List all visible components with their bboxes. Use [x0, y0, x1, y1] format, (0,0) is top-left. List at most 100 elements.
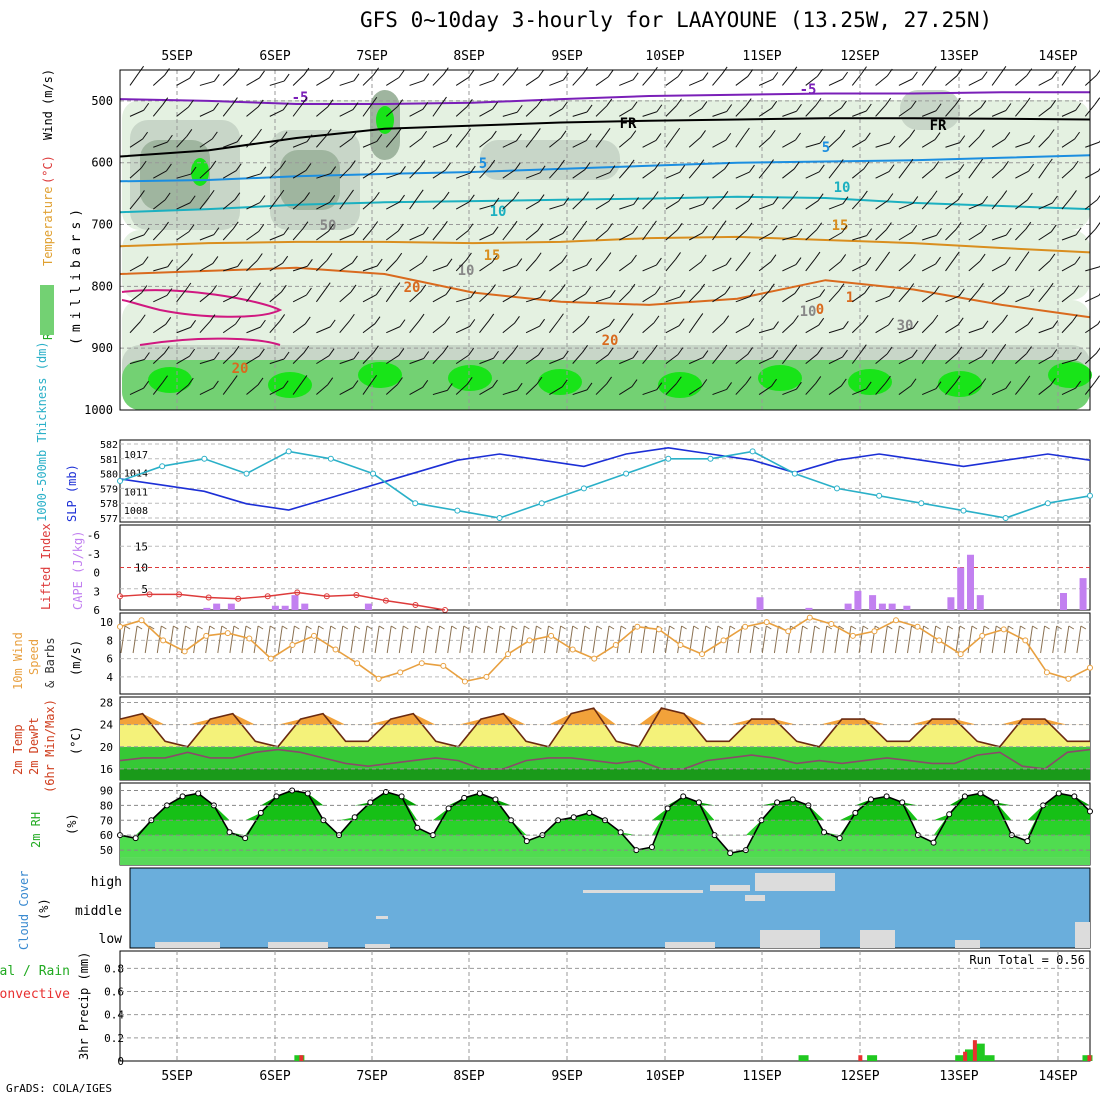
rh-bright-cell	[268, 372, 312, 398]
wind-barb	[409, 386, 423, 395]
wind10-speed-line-marker	[569, 646, 576, 653]
wind-barb-flag	[493, 73, 500, 81]
wind-barb-flag	[842, 71, 849, 80]
isotherm-line	[119, 154, 1091, 183]
wind10-barb-flag	[572, 625, 578, 630]
wind10-speed-line-marker	[203, 632, 210, 639]
contour-label: 0	[816, 302, 824, 318]
wind-barb-flag	[677, 347, 684, 355]
wind10-barb-flag	[705, 625, 712, 630]
wind-barb-flag	[371, 96, 378, 105]
wind-barb	[176, 326, 191, 334]
thickness-tick: 577	[100, 514, 118, 525]
wind-barb	[828, 261, 841, 272]
wind-barb-flag	[702, 225, 708, 234]
wind10-speed-line-marker	[936, 637, 943, 644]
wind10-barb-flag	[1080, 625, 1087, 630]
wind-barb	[176, 135, 188, 148]
wind10-barb-flag	[245, 625, 252, 630]
wind-barb-flag	[351, 131, 358, 139]
wind10-barb-flag	[753, 625, 760, 630]
wind-barb-flag	[469, 319, 476, 327]
wind-barb-flag	[911, 71, 918, 80]
wind-barb-flag	[441, 96, 447, 105]
wind-barb-flag	[278, 189, 285, 198]
wind-barb	[828, 327, 844, 334]
rh-bright-cell	[538, 369, 582, 395]
wind-barb-flag	[771, 378, 777, 387]
thickness-line-marker	[876, 492, 883, 499]
wind-barb	[1085, 266, 1100, 272]
wind-barb-flag	[516, 258, 523, 266]
wind-barb-flag	[793, 161, 800, 170]
wind-barb	[525, 201, 540, 210]
wind-barb-flag	[631, 379, 638, 387]
wind-barb	[525, 383, 538, 395]
wind-barb	[875, 104, 887, 117]
wind-barb-flag	[840, 378, 847, 387]
wind-barb	[851, 168, 865, 179]
wind-barb-flag	[1071, 314, 1078, 323]
wind-barb	[1085, 170, 1099, 179]
wind10-barb-flag	[439, 625, 445, 630]
wind-barb	[455, 76, 470, 86]
wind-barb	[479, 291, 491, 303]
wind-barb-flag	[860, 344, 867, 352]
thickness-line-marker	[159, 463, 166, 470]
wind-barb	[176, 260, 188, 272]
cape-bar	[1079, 578, 1087, 610]
wind-barb	[758, 78, 774, 86]
wind-barb	[595, 296, 611, 303]
wind10-barb	[640, 625, 646, 654]
x-tick-label-bottom: 7SEP	[356, 1069, 387, 1084]
wind-barb	[525, 354, 539, 365]
wind-barb	[502, 389, 518, 396]
wind10-barb-flag	[536, 625, 542, 630]
ylabel-cape: CAPE (J/kg)	[71, 531, 85, 610]
wind-barb-flag	[959, 135, 966, 143]
wind-barb-flag	[213, 74, 220, 82]
wind-barb-flag	[861, 190, 868, 199]
rh-shade	[280, 150, 340, 210]
wind-barb-flag	[609, 289, 616, 298]
rh-bright-cell	[1048, 362, 1092, 388]
wind-barb	[1015, 295, 1030, 303]
wind10-speed-line-marker	[634, 623, 641, 630]
wind-barb	[665, 76, 679, 86]
wind-barb	[875, 229, 887, 241]
wind-barb-flag	[885, 375, 891, 384]
wind-barb-flag	[306, 258, 313, 267]
wind-barb	[875, 295, 890, 303]
wind10-barb-flag	[161, 625, 167, 630]
wind-barb	[898, 165, 909, 179]
wind10-barb	[519, 625, 525, 654]
wind-barb-flag	[816, 222, 823, 231]
thickness-line	[119, 450, 1091, 519]
wind-barb	[828, 78, 843, 86]
rh2m-line-marker	[961, 793, 968, 800]
wind-barb	[292, 170, 307, 179]
wind-barb	[386, 201, 400, 210]
wind-barb-flag	[352, 255, 358, 264]
cape-bar	[281, 605, 289, 610]
wind-barb	[479, 233, 494, 241]
wind-barb-flag	[562, 226, 569, 234]
wind10-barb-flag	[257, 625, 264, 630]
wind10-barb-flag	[221, 625, 228, 630]
wind10-barb	[943, 625, 949, 654]
wind-barb	[339, 167, 351, 179]
ylabel-wind10: 10m Wind	[11, 632, 25, 690]
wind-barb-flag	[185, 282, 192, 291]
wind-barb-flag	[841, 225, 848, 233]
wind10-barb	[289, 625, 295, 654]
wind-barb-flag	[163, 346, 170, 354]
wind-barb-flag	[1071, 190, 1077, 198]
wind-barb	[479, 204, 495, 210]
wind-barb	[735, 258, 746, 272]
cloud-low-bar	[155, 942, 220, 948]
wind-barb-flag	[724, 161, 730, 170]
wind-barb-flag	[535, 252, 542, 261]
wind10-barb-flag	[524, 625, 530, 630]
wind-barb-flag	[166, 163, 172, 172]
